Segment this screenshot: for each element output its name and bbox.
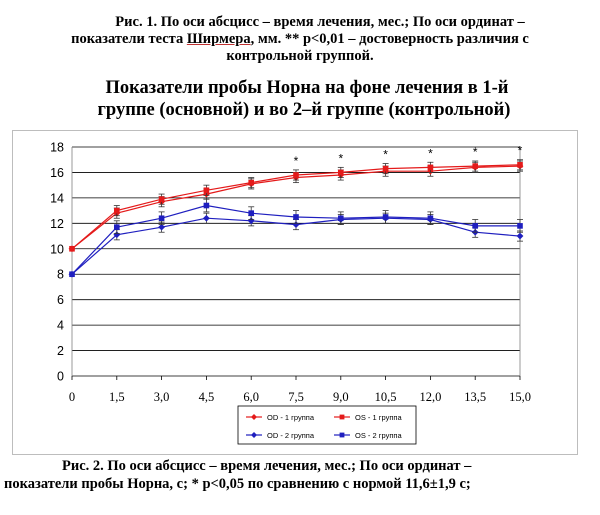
- data-point: [248, 179, 254, 186]
- significance-star: *: [473, 145, 478, 159]
- chart-title: Показатели пробы Норна на фоне лечения в…: [0, 77, 600, 121]
- data-point: [427, 215, 434, 222]
- y-tick-label: 6: [57, 293, 64, 307]
- data-point: [114, 207, 120, 214]
- x-tick-label: 15,0: [509, 390, 531, 404]
- data-point: [517, 162, 523, 168]
- legend-label: OS - 1 группа: [355, 413, 402, 422]
- chart-title-line: Показатели пробы Норна на фоне лечения в…: [105, 78, 509, 98]
- caption-line: показатели пробы Норна, с; * p<0,05 по с…: [4, 476, 471, 492]
- significance-star: *: [294, 154, 299, 168]
- data-point: [158, 215, 165, 222]
- data-point: [247, 217, 255, 225]
- y-tick-label: 10: [50, 242, 64, 256]
- legend-marker: [251, 432, 257, 438]
- x-tick-label: 10,5: [375, 390, 397, 404]
- data-point: [158, 196, 165, 202]
- y-tick-label: 4: [57, 319, 64, 333]
- data-point: [338, 215, 344, 222]
- x-tick-label: 0: [69, 390, 75, 404]
- y-tick-label: 0: [57, 370, 64, 384]
- data-point: [472, 163, 478, 169]
- caption-line: Рис. 2. По оси абсцисс – время лечения, …: [62, 458, 472, 474]
- significance-star: *: [383, 148, 388, 162]
- data-point: [293, 214, 299, 220]
- data-point: [292, 221, 300, 229]
- data-point: [158, 223, 165, 231]
- data-point: [203, 187, 210, 194]
- x-tick-label: 7,5: [288, 390, 304, 404]
- data-point: [248, 210, 254, 216]
- legend-marker: [339, 414, 345, 420]
- legend-label: OD - 2 группа: [267, 431, 315, 440]
- data-point: [203, 202, 210, 209]
- legend-marker: [339, 432, 345, 438]
- y-tick-label: 8: [57, 268, 64, 282]
- legend-label: OS - 2 группа: [355, 431, 402, 440]
- y-tick-label: 14: [50, 191, 64, 205]
- data-point: [69, 271, 75, 278]
- caption-text: показатели теста: [71, 31, 187, 47]
- caption-line: Рис. 1. По оси абсцисс – время лечения, …: [115, 14, 525, 30]
- chart-title-line: группе (основной) и во 2–й группе (контр…: [97, 100, 511, 120]
- x-tick-label: 12,0: [419, 390, 441, 404]
- legend-box: [237, 405, 417, 445]
- significance-star: *: [428, 146, 433, 160]
- data-point: [114, 224, 120, 230]
- caption-author-name: Ширмера: [186, 31, 251, 47]
- caption-text: , мм. ** p<0,01 – достоверность различия…: [250, 31, 529, 47]
- x-tick-label: 3,0: [154, 390, 170, 404]
- chart-frame: [12, 130, 578, 455]
- caption-line: контрольной группой.: [226, 48, 374, 64]
- x-tick-label: 9,0: [333, 390, 349, 404]
- significance-star: *: [518, 144, 523, 158]
- data-point: [69, 245, 75, 252]
- figure-1-caption: Рис. 1. По оси абсцисс – время лечения, …: [0, 14, 600, 65]
- figure-2-caption: Рис. 2. По оси абсцисс – время лечения, …: [0, 457, 600, 493]
- data-point: [382, 165, 389, 172]
- significance-star: *: [338, 151, 343, 165]
- legend-label: OD - 1 группа: [267, 413, 315, 422]
- data-point: [427, 164, 434, 171]
- data-point: [113, 231, 121, 239]
- y-tick-label: 12: [50, 217, 64, 231]
- x-tick-label: 13,5: [464, 390, 486, 404]
- x-tick-label: 6,0: [243, 390, 259, 404]
- legend-marker: [251, 414, 257, 420]
- data-point: [293, 172, 299, 178]
- y-tick-label: 2: [57, 344, 64, 358]
- caption-line: показатели теста Ширмера, мм. ** p<0,01 …: [71, 31, 529, 47]
- y-tick-label: 18: [50, 141, 64, 155]
- data-point: [382, 214, 389, 220]
- data-point: [472, 223, 478, 229]
- y-tick-label: 16: [50, 166, 64, 180]
- data-point: [338, 169, 344, 176]
- data-point: [516, 232, 524, 240]
- x-tick-label: 4,5: [199, 390, 215, 404]
- x-tick-label: 1,5: [109, 390, 125, 404]
- data-point: [203, 214, 210, 222]
- data-point: [517, 223, 523, 229]
